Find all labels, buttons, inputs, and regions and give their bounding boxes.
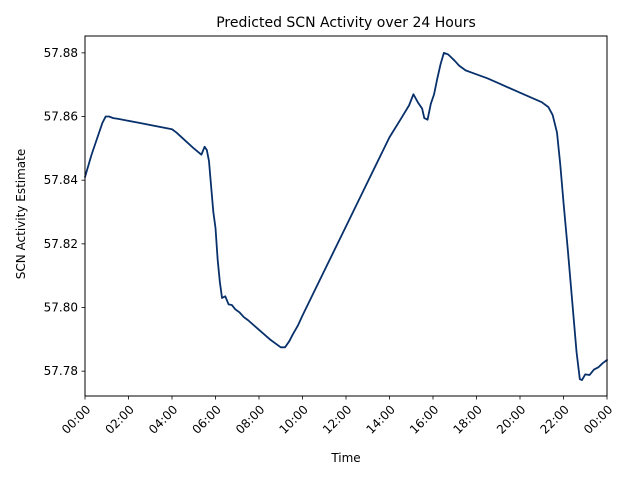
y-tick-label: 57.82 xyxy=(44,237,78,251)
chart-title: Predicted SCN Activity over 24 Hours xyxy=(216,15,476,31)
y-tick-label: 57.86 xyxy=(44,110,78,124)
y-tick-label: 57.88 xyxy=(44,46,78,60)
y-axis-ticks: 57.78 57.80 57.82 57.84 57.86 57.88 xyxy=(44,46,85,378)
y-axis-label: SCN Activity Estimate xyxy=(14,149,28,279)
y-tick-label: 57.80 xyxy=(44,301,78,315)
series-line-0 xyxy=(84,51,608,381)
y-tick-label: 57.78 xyxy=(44,364,78,378)
x-axis-label: Time xyxy=(330,451,360,465)
y-tick-label: 57.84 xyxy=(44,173,78,187)
